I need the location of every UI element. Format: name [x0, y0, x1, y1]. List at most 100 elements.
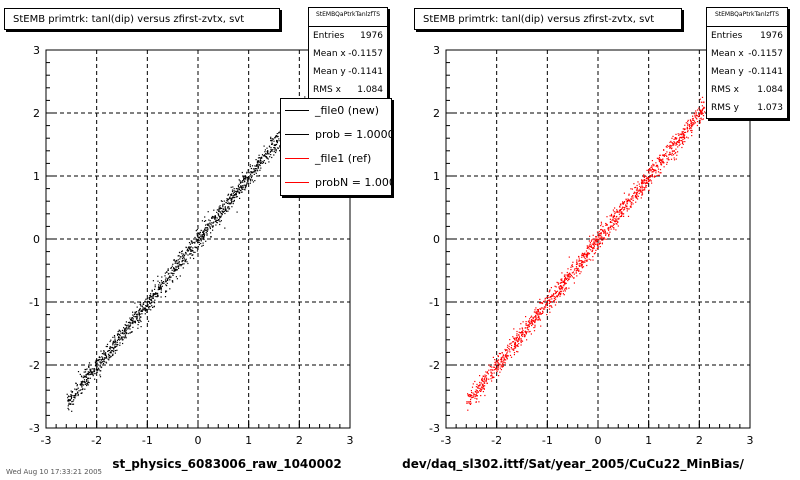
data-point — [74, 395, 76, 397]
data-point — [211, 225, 213, 227]
data-point — [628, 208, 630, 210]
data-point — [478, 385, 480, 387]
data-point — [476, 398, 478, 400]
data-point — [522, 335, 524, 337]
data-point — [114, 346, 116, 348]
data-point — [173, 267, 175, 270]
data-point — [218, 215, 220, 217]
data-point — [105, 362, 108, 364]
data-point — [204, 228, 206, 230]
data-point — [254, 165, 256, 167]
data-point — [216, 219, 218, 221]
data-point — [703, 101, 705, 103]
data-point — [666, 151, 668, 153]
data-point — [149, 298, 151, 300]
data-point — [257, 162, 259, 164]
data-point — [570, 266, 572, 268]
data-point — [235, 188, 237, 190]
data-point — [576, 259, 578, 261]
data-point — [110, 356, 112, 358]
data-point — [669, 145, 671, 147]
data-point — [489, 365, 491, 368]
data-point — [120, 332, 122, 334]
data-point — [533, 327, 535, 329]
data-point — [682, 135, 684, 137]
data-point — [169, 279, 171, 281]
data-point — [77, 394, 79, 397]
data-point — [152, 294, 154, 296]
data-point — [223, 210, 225, 212]
data-point — [140, 305, 142, 307]
data-point — [209, 226, 211, 228]
data-point — [505, 355, 507, 357]
data-point — [606, 232, 608, 234]
data-point — [146, 311, 148, 313]
data-point — [238, 188, 240, 190]
data-point — [278, 131, 280, 134]
data-point — [515, 338, 518, 340]
data-point — [467, 395, 469, 397]
data-point — [671, 148, 673, 150]
data-point — [696, 115, 698, 117]
data-point — [700, 109, 702, 111]
data-point — [500, 358, 502, 361]
data-point — [202, 231, 204, 233]
data-point — [267, 150, 269, 152]
data-point — [194, 236, 196, 239]
data-point — [215, 217, 217, 219]
data-point — [497, 359, 499, 362]
data-point — [632, 203, 634, 205]
data-point — [107, 353, 110, 355]
data-point — [130, 322, 132, 324]
data-point — [623, 192, 625, 194]
data-point — [189, 247, 191, 249]
data-point — [698, 115, 700, 117]
data-point — [481, 386, 483, 388]
data-point — [81, 376, 83, 378]
data-point — [530, 316, 532, 318]
data-point — [146, 298, 148, 300]
data-point — [550, 305, 552, 307]
data-point — [648, 170, 650, 172]
data-point — [643, 174, 645, 176]
data-point — [123, 332, 125, 335]
data-point — [210, 232, 212, 234]
data-point — [256, 163, 258, 166]
data-point — [490, 369, 492, 371]
data-point — [578, 260, 581, 262]
data-point — [151, 290, 153, 292]
data-point — [561, 278, 563, 280]
data-point — [201, 238, 203, 240]
data-point — [546, 314, 548, 316]
data-point — [551, 295, 553, 297]
data-point — [475, 395, 478, 397]
data-point — [85, 369, 87, 371]
data-point — [598, 234, 600, 236]
data-point — [143, 308, 146, 310]
data-point — [603, 229, 605, 231]
data-point — [555, 292, 557, 294]
data-point — [608, 233, 610, 235]
data-point — [87, 384, 89, 386]
data-point — [523, 334, 525, 336]
data-point — [75, 382, 77, 385]
data-point — [207, 224, 209, 226]
data-point — [672, 144, 674, 147]
data-point — [141, 313, 143, 315]
data-point — [152, 306, 154, 308]
data-point — [67, 395, 70, 397]
data-point — [202, 233, 204, 235]
data-point — [507, 355, 509, 357]
data-point — [553, 300, 555, 302]
data-point — [702, 112, 704, 114]
data-point — [133, 313, 136, 315]
data-point — [599, 237, 601, 239]
data-point — [141, 310, 143, 312]
data-point — [602, 225, 604, 228]
y-tick-label: 3 — [33, 44, 40, 57]
data-point — [249, 164, 251, 166]
data-point — [655, 162, 657, 164]
data-point — [568, 274, 570, 276]
data-point — [621, 207, 623, 209]
data-point — [568, 276, 570, 278]
